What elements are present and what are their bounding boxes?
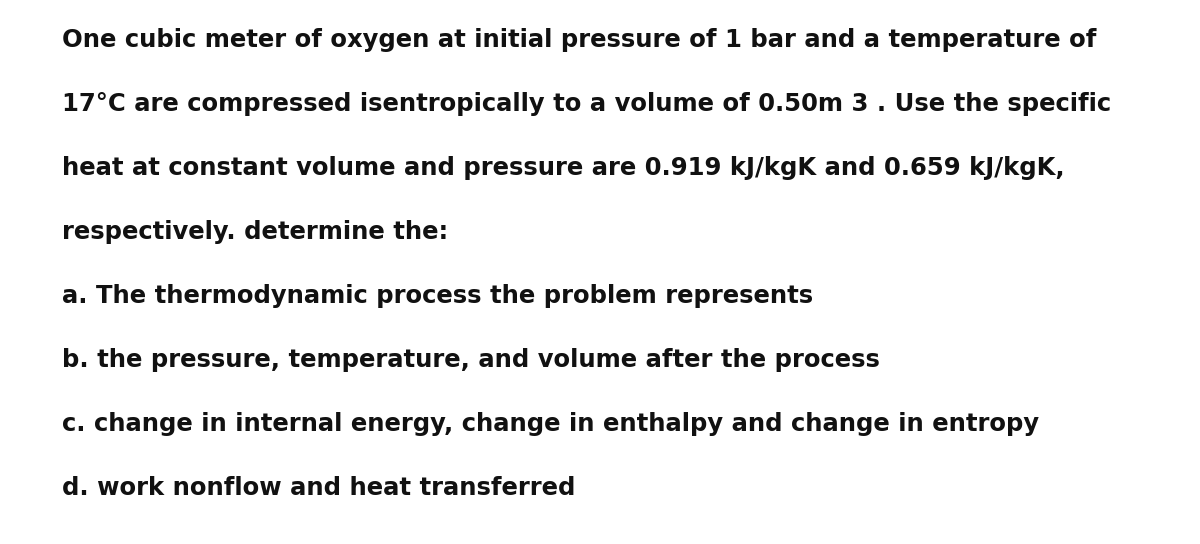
Text: heat at constant volume and pressure are 0.919 kJ/kgK and 0.659 kJ/kgK,: heat at constant volume and pressure are…	[62, 156, 1064, 180]
Text: One cubic meter of oxygen at initial pressure of 1 bar and a temperature of: One cubic meter of oxygen at initial pre…	[62, 28, 1097, 52]
Text: b. the pressure, temperature, and volume after the process: b. the pressure, temperature, and volume…	[62, 348, 880, 372]
Text: respectively. determine the:: respectively. determine the:	[62, 220, 449, 244]
Text: d. work nonflow and heat transferred: d. work nonflow and heat transferred	[62, 476, 575, 500]
Text: c. change in internal energy, change in enthalpy and change in entropy: c. change in internal energy, change in …	[62, 412, 1039, 436]
Text: 17°C are compressed isentropically to a volume of 0.50m 3 . Use the specific: 17°C are compressed isentropically to a …	[62, 92, 1111, 116]
Text: a. The thermodynamic process the problem represents: a. The thermodynamic process the problem…	[62, 284, 814, 308]
